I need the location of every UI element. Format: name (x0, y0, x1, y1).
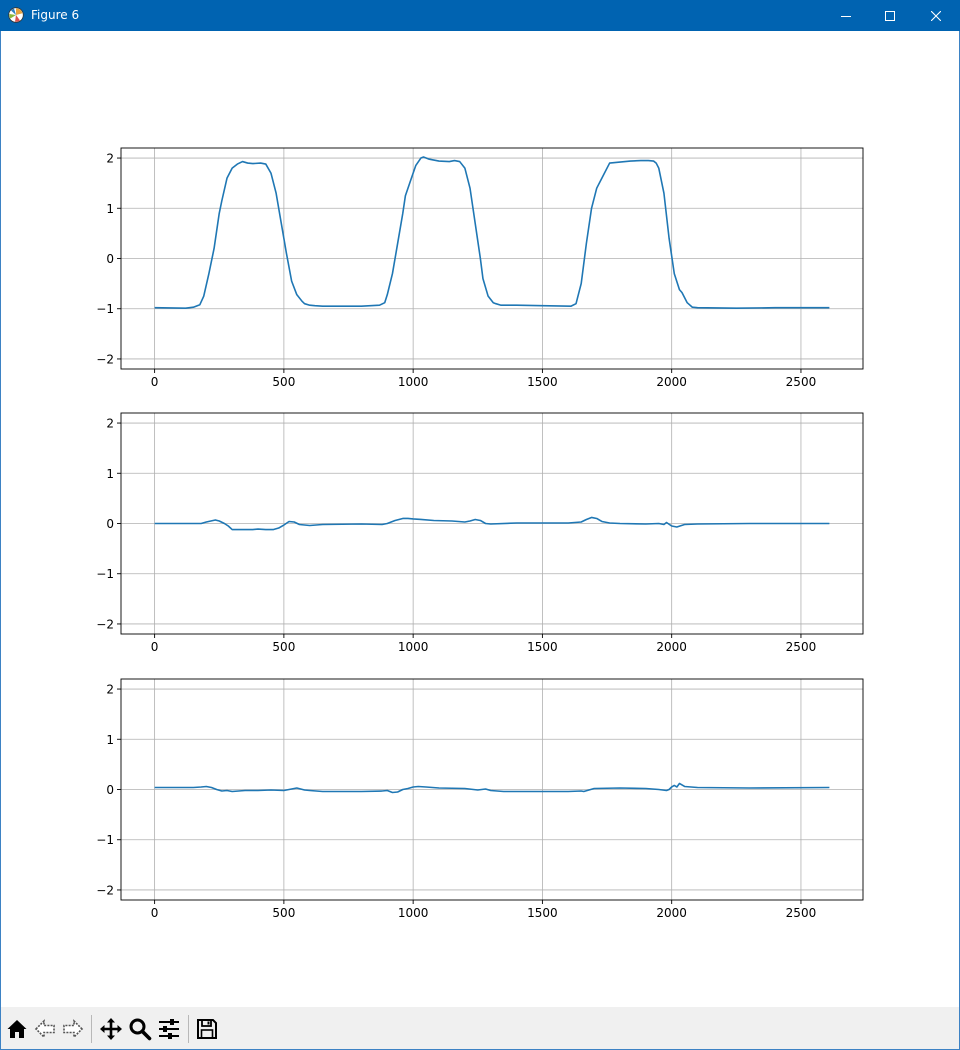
series-line (154, 156, 830, 310)
close-button[interactable] (913, 0, 959, 31)
series-line (154, 782, 830, 794)
title-bar: Figure 6 (0, 0, 960, 31)
window-title: Figure 6 (31, 8, 80, 22)
y-tick-label: −2 (96, 883, 114, 897)
configure-subplots-icon (159, 1019, 179, 1039)
x-tick-label: 2000 (656, 375, 687, 389)
x-tick-label: 0 (151, 375, 159, 389)
back-arrow-icon (34, 1019, 55, 1039)
toolbar-separator (91, 1015, 92, 1043)
y-tick-label: −2 (96, 352, 114, 366)
navigation-toolbar (1, 1007, 959, 1049)
matplotlib-logo-icon (8, 7, 24, 23)
x-tick-label: 1000 (398, 640, 429, 654)
x-tick-label: 2000 (656, 906, 687, 920)
x-tick-label: 500 (272, 640, 295, 654)
pan-icon (100, 1018, 122, 1040)
y-tick-label: −1 (96, 833, 114, 847)
minimize-button[interactable] (823, 0, 869, 31)
x-tick-label: 1500 (527, 375, 558, 389)
zoom-icon (129, 1018, 152, 1041)
zoom-button[interactable] (127, 1016, 153, 1042)
x-tick-label: 500 (272, 375, 295, 389)
y-tick-label: 0 (106, 783, 114, 797)
minimize-icon (841, 15, 851, 17)
x-tick-label: 1500 (527, 906, 558, 920)
forward-button[interactable] (60, 1016, 86, 1042)
y-tick-label: 2 (106, 152, 114, 166)
figure-canvas[interactable]: 0 500 1000 1500 2000 2500 −2 −1 0 1 2 0 500 1000 1500 2… (1, 31, 959, 1007)
y-tick-label: 1 (106, 733, 114, 747)
series-line (154, 516, 830, 531)
y-tick-label: −1 (96, 567, 114, 581)
save-button[interactable] (194, 1016, 220, 1042)
save-icon (197, 1019, 217, 1039)
configure-subplots-button[interactable] (156, 1016, 182, 1042)
maximize-button[interactable] (867, 0, 913, 31)
maximize-icon (885, 10, 895, 21)
subplot-2: 0 500 1000 1500 2000 2500 −2 −1 0 1 2 (96, 412, 864, 654)
forward-arrow-icon (63, 1019, 84, 1039)
close-icon (931, 10, 941, 21)
back-button[interactable] (32, 1016, 58, 1042)
x-tick-label: 2500 (786, 640, 817, 654)
y-tick-label: 0 (106, 252, 114, 266)
window-border (0, 31, 1, 1050)
x-tick-label: 2500 (786, 375, 817, 389)
y-tick-label: 2 (106, 417, 114, 431)
x-tick-label: 1000 (398, 375, 429, 389)
pan-button[interactable] (98, 1016, 124, 1042)
y-tick-label: −2 (96, 617, 114, 631)
y-tick-label: 0 (106, 517, 114, 531)
home-icon (7, 1020, 27, 1038)
y-tick-label: −1 (96, 302, 114, 316)
toolbar-separator (188, 1015, 189, 1043)
y-tick-label: 1 (106, 202, 114, 216)
x-tick-label: 0 (151, 640, 159, 654)
subplot-1: 0 500 1000 1500 2000 2500 −2 −1 0 1 2 (96, 147, 864, 389)
subplot-3: 0 500 1000 1500 2000 2500 −2 −1 0 1 2 (96, 678, 864, 920)
x-tick-label: 0 (151, 906, 159, 920)
x-tick-label: 2500 (786, 906, 817, 920)
y-tick-label: 1 (106, 467, 114, 481)
x-tick-label: 1500 (527, 640, 558, 654)
x-tick-label: 2000 (656, 640, 687, 654)
home-button[interactable] (4, 1016, 30, 1042)
x-tick-label: 1000 (398, 906, 429, 920)
y-tick-label: 2 (106, 683, 114, 697)
x-tick-label: 500 (272, 906, 295, 920)
